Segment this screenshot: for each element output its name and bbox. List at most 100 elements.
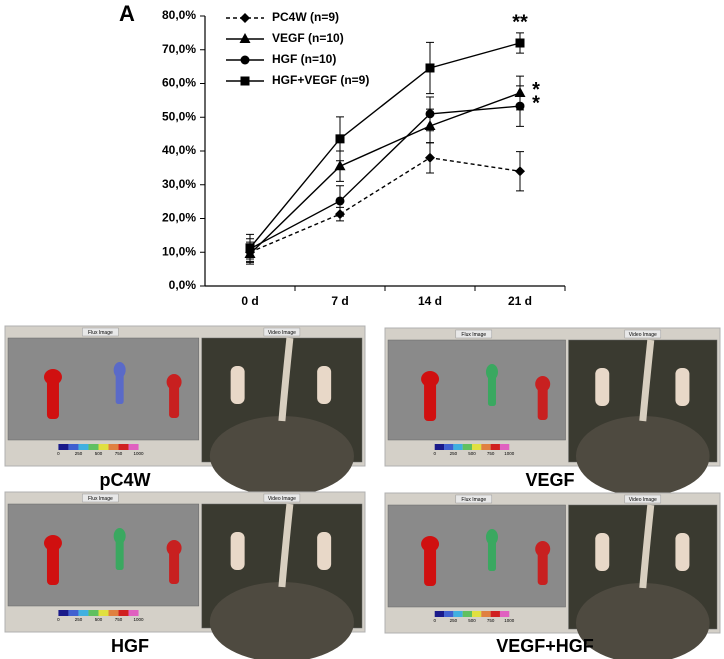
series-line xyxy=(249,157,521,253)
group-caption: VEGF+HGF xyxy=(496,636,594,656)
panel-label: A xyxy=(119,1,135,26)
mouse-paw xyxy=(317,366,332,404)
signal-blob xyxy=(421,371,440,387)
scale-tick-label: 0 xyxy=(433,451,436,456)
scale-swatch xyxy=(128,610,139,616)
data-point xyxy=(425,109,435,119)
scale-swatch xyxy=(98,444,109,450)
scale-swatch xyxy=(490,444,500,450)
scale-swatch xyxy=(98,610,109,616)
scale-swatch xyxy=(490,611,500,617)
legend-label: PC4W (n=9) xyxy=(272,10,339,24)
signal-blob xyxy=(535,376,551,392)
scale-swatch xyxy=(453,444,463,450)
scale-swatch xyxy=(128,444,139,450)
flux-title-box xyxy=(455,329,493,339)
data-point xyxy=(334,160,346,171)
scale-tick-label: 1000 xyxy=(504,451,515,456)
video-title-box xyxy=(263,493,301,503)
scale-swatch xyxy=(434,611,445,617)
flux-image xyxy=(387,504,566,608)
signal-blob xyxy=(485,364,498,380)
scale-tick-label: 750 xyxy=(487,451,495,456)
data-point xyxy=(515,101,525,111)
flux-image xyxy=(7,503,200,607)
scale-swatch xyxy=(453,611,463,617)
x-tick-label: 7 d xyxy=(331,294,348,308)
mouse-paw xyxy=(230,366,245,404)
y-tick-label: 60,0% xyxy=(162,76,196,90)
y-tick-label: 80,0% xyxy=(162,8,196,22)
scale-tick-label: 0 xyxy=(57,617,60,622)
scale-swatch xyxy=(481,611,491,617)
scale-tick-label: 0 xyxy=(57,451,60,456)
scale-tick-label: 500 xyxy=(95,451,103,456)
scale-tick-label: 500 xyxy=(468,618,476,623)
y-tick-label: 30,0% xyxy=(162,177,196,191)
signal-blob xyxy=(43,369,62,385)
video-title-box xyxy=(624,329,662,339)
mouse-tail xyxy=(278,503,294,588)
scale-swatch xyxy=(58,610,69,616)
scale-swatch xyxy=(462,444,472,450)
scale-swatch xyxy=(58,444,69,450)
mouse-paw xyxy=(595,533,610,571)
video-title: Video Image xyxy=(268,330,296,336)
scale-tick-label: 750 xyxy=(115,617,123,622)
data-point xyxy=(425,63,435,73)
scale-tick-label: 250 xyxy=(75,617,83,622)
scale-swatch xyxy=(444,444,454,450)
x-tick-label: 0 d xyxy=(241,294,258,308)
flux-title: Flux Image xyxy=(461,332,486,338)
mouse-paw xyxy=(675,533,690,571)
scale-swatch xyxy=(471,444,482,450)
imaging-panel: Flux Image 0 250 500 750 1000 Video Image xyxy=(384,327,721,496)
video-title-box xyxy=(263,327,301,337)
signal-blob xyxy=(535,541,551,557)
significance-mark: * xyxy=(532,92,540,114)
mouse-body xyxy=(575,416,710,496)
flux-title-box xyxy=(82,493,119,503)
scale-tick-label: 250 xyxy=(75,451,83,456)
scale-tick-label: 250 xyxy=(450,618,458,623)
flux-image xyxy=(387,339,566,441)
flux-title-box xyxy=(455,494,493,504)
series-line xyxy=(249,42,521,249)
data-point xyxy=(515,166,525,177)
legend-label: VEGF (n=10) xyxy=(272,31,344,45)
data-point xyxy=(515,38,525,48)
flux-title-box xyxy=(82,327,119,337)
legend-marker xyxy=(240,13,250,23)
imaging-panel: Flux Image 0 250 500 750 1000 Video Image xyxy=(4,325,366,496)
scale-tick-label: 1000 xyxy=(134,451,145,456)
scale-swatch xyxy=(444,611,454,617)
mouse-tail xyxy=(278,337,294,422)
imaging-panel: Flux Image 0 250 500 750 1000 Video Image xyxy=(384,492,721,659)
scale-swatch xyxy=(118,444,129,450)
x-tick-label: 21 d xyxy=(508,294,532,308)
video-title: Video Image xyxy=(629,497,657,503)
scale-swatch xyxy=(118,610,129,616)
scale-swatch xyxy=(78,610,89,616)
flux-title: Flux Image xyxy=(88,330,113,336)
scale-tick-label: 500 xyxy=(95,617,103,622)
scale-tick-label: 500 xyxy=(468,451,476,456)
mouse-tail xyxy=(639,339,655,422)
signal-blob xyxy=(43,535,62,551)
scale-tick-label: 1000 xyxy=(134,617,145,622)
scale-swatch xyxy=(68,610,79,616)
scale-swatch xyxy=(434,444,445,450)
legend-label: HGF (n=10) xyxy=(272,52,336,66)
data-point xyxy=(245,243,255,253)
scale-swatch xyxy=(462,611,472,617)
scale-swatch xyxy=(88,444,99,450)
data-point xyxy=(425,152,435,163)
legend-marker xyxy=(239,33,251,43)
y-tick-label: 10,0% xyxy=(162,244,196,258)
scale-swatch xyxy=(88,610,99,616)
signal-blob xyxy=(166,540,182,556)
y-tick-label: 40,0% xyxy=(162,143,196,157)
data-point xyxy=(335,196,345,206)
signal-blob xyxy=(166,374,182,390)
scale-tick-label: 750 xyxy=(115,451,123,456)
